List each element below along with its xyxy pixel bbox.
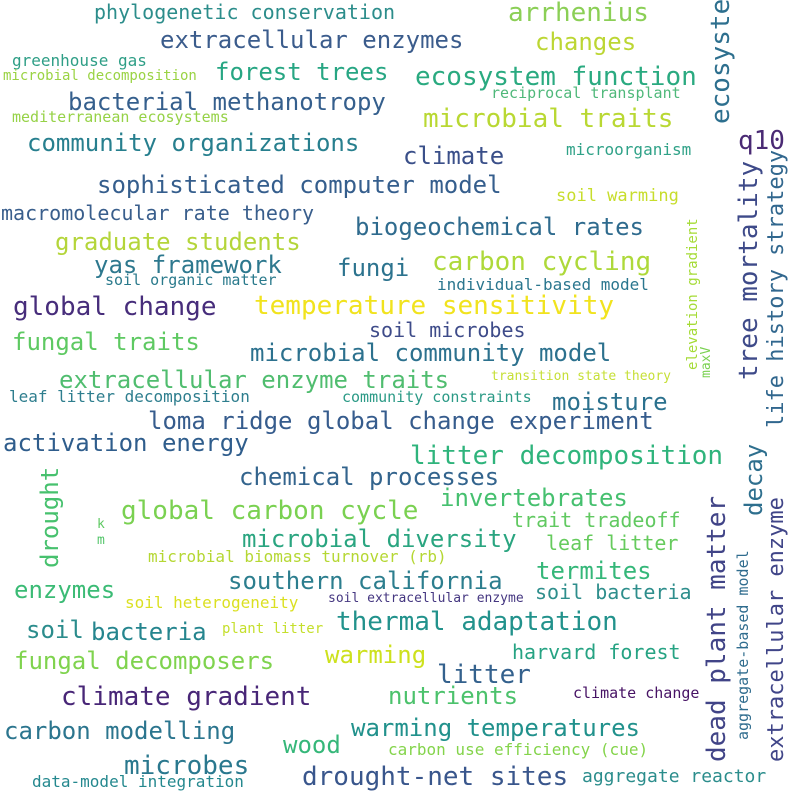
word: q10 (738, 126, 785, 156)
word: loma ridge global change experiment (148, 407, 654, 435)
word: data-model integration (32, 772, 244, 791)
word: decay (740, 443, 768, 516)
word: southern california (228, 567, 503, 595)
word: soil extracellular enzyme (328, 591, 524, 606)
word: microbes (124, 751, 250, 781)
word: microbial biomass turnover (rb) (148, 547, 447, 566)
word: leaf litter (546, 531, 679, 555)
word: microbial traits (423, 104, 674, 134)
word: individual-based model (437, 275, 649, 294)
word: biogeochemical rates (355, 213, 644, 241)
word: tree mortality (734, 160, 764, 380)
word: elevation gradient (685, 218, 701, 370)
word: extracellular enzyme traits (59, 366, 450, 394)
word: phylogenetic conservation (94, 0, 396, 24)
word: microorganism (566, 140, 692, 159)
word: temperature sensitivity (254, 291, 615, 321)
word: leaf litter decomposition (9, 387, 250, 406)
word: fungal traits (12, 328, 200, 356)
word: global change (13, 292, 217, 322)
word: bacterial methanotropy (68, 88, 386, 116)
word: nutrients (388, 682, 519, 710)
word: harvard forest (512, 640, 681, 664)
word: warming temperatures (351, 714, 640, 742)
word: yas framework (94, 251, 282, 279)
word: arrhenius (508, 0, 649, 28)
word: climate gradient (61, 682, 312, 712)
word: soil warming (556, 186, 679, 206)
word: soil organic matter (105, 271, 277, 289)
word: invertebrates (440, 484, 628, 512)
word: changes (535, 28, 637, 56)
word: extracellular enzymes (160, 26, 464, 54)
word: m (97, 533, 105, 548)
word: microbial diversity (242, 525, 517, 553)
word: warming (325, 641, 427, 669)
word: extracellular enzyme (764, 497, 789, 762)
word: dead plant matter (702, 495, 732, 762)
word: forest trees (215, 58, 389, 86)
word: maxV (699, 346, 714, 378)
word: graduate students (55, 228, 301, 256)
word: carbon modelling (4, 717, 236, 745)
word: k (97, 517, 105, 532)
word: community constraints (342, 388, 532, 406)
word: trait tradeoff (512, 508, 681, 532)
word: soil heterogeneity (125, 593, 299, 612)
word: ecosystem function (415, 62, 697, 92)
word: reciprocal transplant (491, 84, 681, 102)
word: plant litter (222, 621, 324, 637)
word: enzymes (14, 576, 116, 604)
word: litter decomposition (410, 441, 724, 471)
word: sophisticated computer model (97, 171, 502, 199)
word: drought (36, 466, 64, 568)
word: wood (283, 731, 341, 759)
word: microbial decomposition (3, 68, 197, 84)
word: bacteria (91, 618, 207, 646)
word: ecosystem process (706, 0, 736, 124)
word: macromolecular rate theory (1, 201, 315, 225)
word: global carbon cycle (121, 496, 419, 526)
word: termites (536, 557, 652, 585)
word: soil microbes (369, 318, 526, 342)
word: activation energy (3, 429, 249, 457)
word: chemical processes (239, 463, 500, 491)
word: climate (403, 142, 505, 170)
word: mediterranean ecosystems (12, 108, 229, 126)
word: aggregate-based model (734, 550, 752, 740)
word: microbial community model (250, 339, 612, 367)
word: carbon cycling (432, 247, 652, 277)
word: moisture (552, 388, 668, 416)
word: fungi (337, 254, 410, 282)
word: aggregate reactor (582, 766, 767, 787)
word: litter (437, 660, 531, 690)
word: carbon use efficiency (cue) (388, 740, 649, 759)
word: soil bacteria (535, 580, 692, 604)
word: thermal adaptation (336, 607, 618, 637)
word: drought-net sites (302, 762, 569, 792)
word: greenhouse gas (12, 51, 147, 70)
word: life history strategy (764, 149, 789, 428)
word: soil (26, 616, 84, 644)
word: community organizations (27, 129, 360, 157)
word: transition state theory (491, 369, 672, 384)
word: climate change (573, 684, 700, 702)
word: fungal decomposers (14, 647, 275, 675)
